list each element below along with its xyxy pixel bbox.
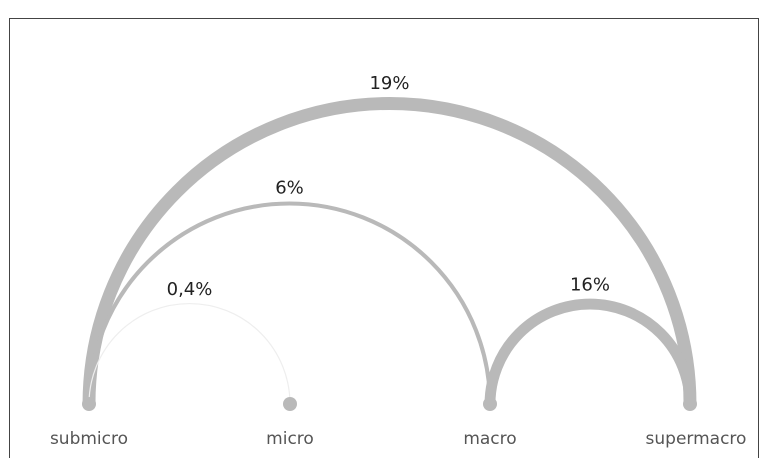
node-micro xyxy=(283,397,297,411)
arc-submicro-supermacro xyxy=(82,97,697,411)
node-label-micro: micro xyxy=(266,429,314,449)
node-label-submicro: submicro xyxy=(50,429,128,449)
node-macro xyxy=(483,397,497,411)
node-label-macro: macro xyxy=(463,429,516,449)
arc-label-submicro-supermacro: 19% xyxy=(369,73,409,94)
node-label-supermacro: supermacro xyxy=(646,429,747,449)
labels-layer: 19% 6% 0,4% 16% submicro micro macro supermacro xyxy=(50,73,747,449)
arc-label-submicro-macro: 6% xyxy=(275,177,304,198)
arc-label-macro-supermacro: 16% xyxy=(570,275,610,296)
node-submicro xyxy=(82,397,96,411)
arc-submicro-macro xyxy=(86,201,493,407)
arc-submicro-micro xyxy=(88,302,291,405)
diagram-frame xyxy=(9,18,759,458)
arcs-layer xyxy=(82,97,697,411)
node-supermacro xyxy=(683,397,697,411)
arc-label-submicro-micro: 0,4% xyxy=(167,279,213,300)
arc-macro-supermacro xyxy=(484,298,696,410)
nodes-layer xyxy=(82,397,697,411)
